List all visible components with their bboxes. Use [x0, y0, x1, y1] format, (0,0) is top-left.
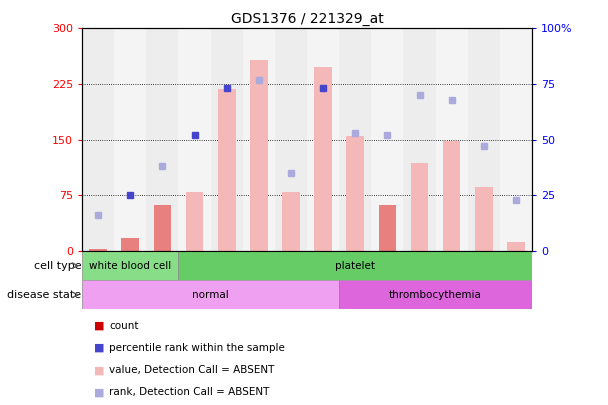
Bar [339, 28, 371, 251]
Text: rank, Detection Call = ABSENT: rank, Detection Call = ABSENT [109, 388, 270, 397]
Text: cell type: cell type [34, 261, 81, 271]
Text: platelet: platelet [335, 261, 375, 271]
Bar [275, 28, 307, 251]
Text: white blood cell: white blood cell [89, 261, 171, 271]
Bar [179, 28, 210, 251]
Bar [404, 28, 435, 251]
Bar [339, 280, 532, 309]
Text: thrombocythemia: thrombocythemia [389, 290, 482, 300]
Bar [82, 28, 114, 251]
Text: ■: ■ [94, 388, 105, 397]
Text: value, Detection Call = ABSENT: value, Detection Call = ABSENT [109, 365, 275, 375]
Bar [218, 89, 235, 251]
Bar [314, 67, 332, 251]
Text: ■: ■ [94, 321, 105, 330]
Text: percentile rank within the sample: percentile rank within the sample [109, 343, 285, 353]
Text: normal: normal [192, 290, 229, 300]
Bar [122, 238, 139, 251]
Bar [371, 28, 404, 251]
Bar [435, 28, 468, 251]
Bar [468, 28, 500, 251]
Bar [147, 28, 179, 251]
Bar [307, 28, 339, 251]
Bar [443, 141, 460, 251]
Bar [250, 60, 268, 251]
Text: ■: ■ [94, 365, 105, 375]
Bar [114, 28, 147, 251]
Bar [210, 28, 243, 251]
Bar [410, 164, 429, 251]
Bar [507, 242, 525, 251]
Bar [379, 205, 396, 251]
Bar [475, 186, 492, 251]
Bar [154, 205, 171, 251]
Bar [179, 251, 532, 280]
Bar [82, 251, 179, 280]
Bar [282, 192, 300, 251]
Bar [500, 28, 532, 251]
Text: ■: ■ [94, 343, 105, 353]
Bar [185, 192, 204, 251]
Bar [89, 249, 107, 251]
Text: count: count [109, 321, 139, 330]
Text: disease state: disease state [7, 290, 81, 300]
Title: GDS1376 / 221329_at: GDS1376 / 221329_at [230, 12, 384, 26]
Bar [347, 136, 364, 251]
Bar [82, 280, 339, 309]
Bar [243, 28, 275, 251]
